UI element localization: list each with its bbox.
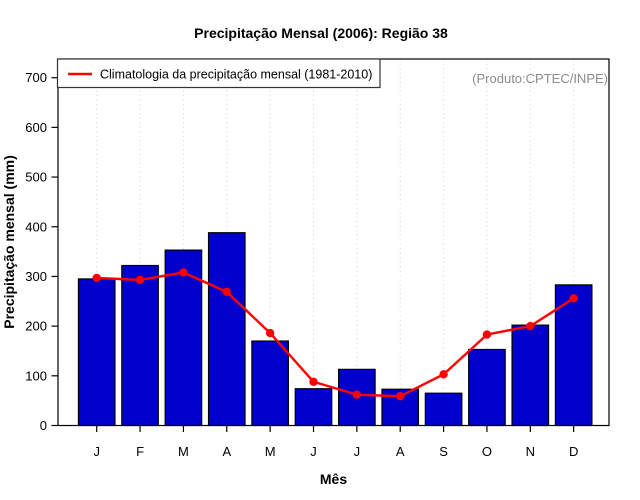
x-tick-label: J <box>93 444 100 459</box>
climatology-point <box>482 330 492 339</box>
climatology-point <box>352 390 362 399</box>
climatology-point <box>135 275 145 285</box>
x-tick-label: J <box>354 444 361 459</box>
plot-area: 0 100 200 300 400 500 600 700 J F M A M J J A S O N D <box>25 58 610 459</box>
x-tick-label: O <box>482 444 492 459</box>
bar-D11 <box>554 284 593 427</box>
climatology-point <box>396 391 405 401</box>
x-tick-label: F <box>136 444 144 459</box>
chart-title: Precipitação Mensal (2006): Região 38 <box>194 25 448 41</box>
bar-J0 <box>77 278 116 427</box>
legend-box <box>56 58 381 89</box>
legend-label: Climatologia da precipitação mensal (198… <box>100 68 372 82</box>
y-tick-label: 600 <box>25 120 47 135</box>
bar-N10 <box>511 324 550 427</box>
y-tick-label: 500 <box>25 170 47 185</box>
climatology-line <box>96 271 575 398</box>
climatology-point <box>569 294 578 303</box>
bar-M4 <box>251 340 289 427</box>
climatology-point <box>526 321 535 331</box>
climatology-point <box>265 328 275 338</box>
x-axis-title: Mês <box>320 471 347 487</box>
climatology-point <box>179 268 188 277</box>
bar-M2 <box>164 249 203 427</box>
x-tick-label: M <box>265 444 276 459</box>
bar-J5 <box>294 388 333 427</box>
y-axis-title: Precipitação mensal (mm) <box>1 155 17 329</box>
climatology-point <box>439 370 448 379</box>
y-tick-label: 200 <box>25 319 47 334</box>
x-tick-label: S <box>439 444 448 459</box>
y-tick-label: 300 <box>25 269 47 284</box>
bar-S8 <box>424 392 463 427</box>
x-tick-label: J <box>310 444 317 459</box>
y-tick-label: 100 <box>25 368 47 383</box>
x-tick-label: A <box>396 444 405 459</box>
bar-F1 <box>121 264 159 427</box>
y-tick-label: 700 <box>25 70 47 85</box>
bar-O9 <box>468 348 506 427</box>
climatology-point <box>309 377 318 386</box>
product-annotation: (Produto:CPTEC/INPE) <box>472 71 608 86</box>
legend: Climatologia da precipitação mensal (198… <box>56 58 381 89</box>
climatology-point <box>222 287 231 297</box>
bar-A3 <box>207 232 246 427</box>
x-tick-label: M <box>178 444 189 459</box>
y-tick-label: 400 <box>25 219 47 234</box>
x-tick-label: N <box>526 444 535 459</box>
x-tick-label: D <box>569 444 578 459</box>
climatology-point <box>92 273 101 283</box>
x-tick-label: A <box>222 444 231 459</box>
y-tick-label: 0 <box>40 418 47 433</box>
